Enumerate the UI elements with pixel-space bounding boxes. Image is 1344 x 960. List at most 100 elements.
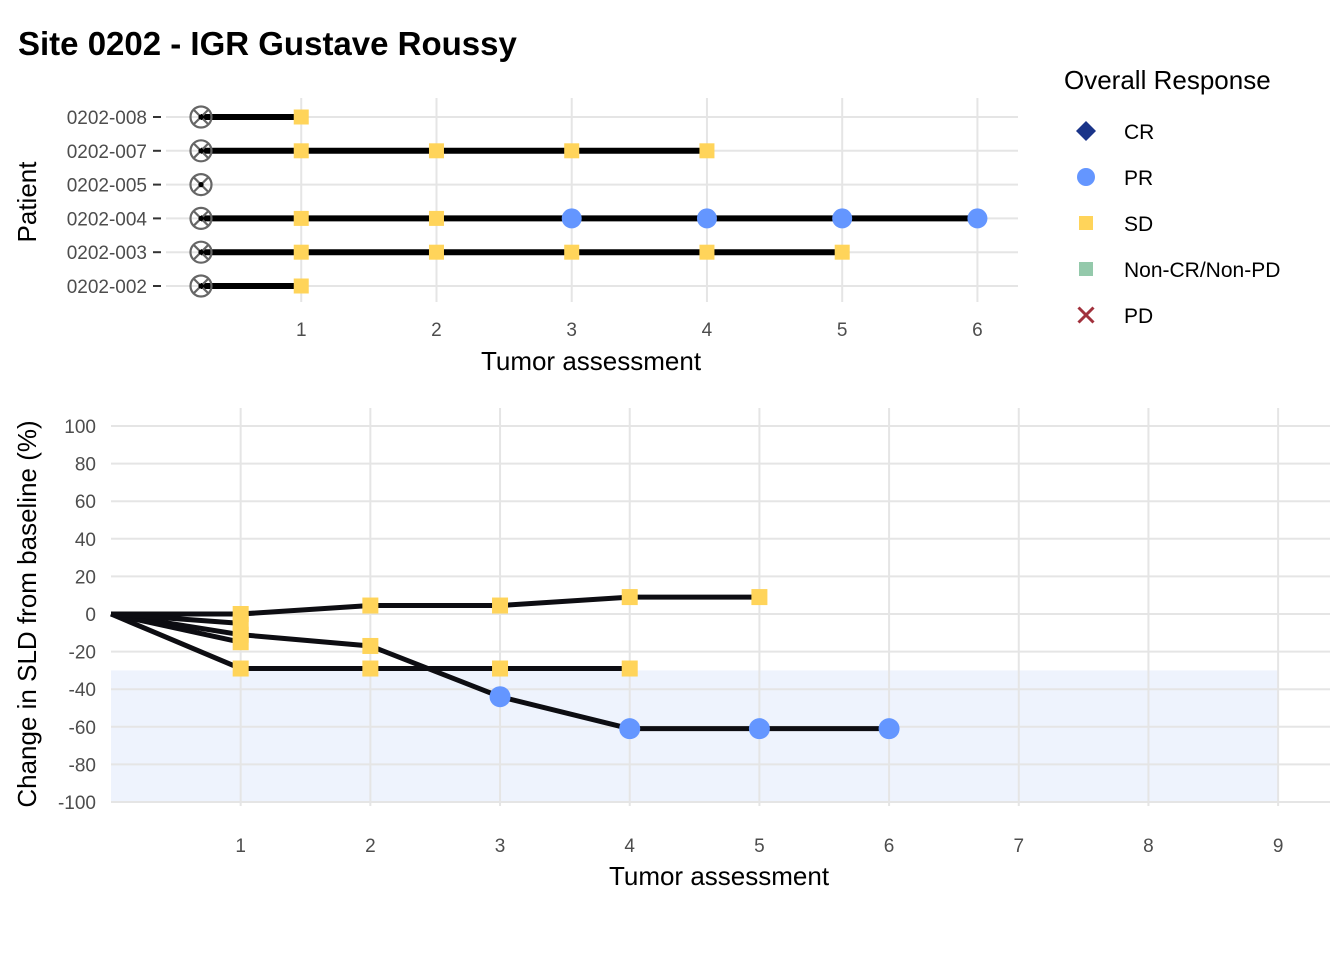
baseline-marker bbox=[189, 139, 213, 163]
sld-panel: -100 -80 -60 -40 -20 0 20 40 60 80 100 1 2 3 4 5 6 7 8 9 T… bbox=[12, 408, 1330, 891]
sld-y-ticks: -100 -80 -60 -40 -20 0 20 40 60 80 100 bbox=[58, 417, 96, 814]
swimmer-point-sd bbox=[699, 244, 715, 260]
swimmer-y-axis-title: Patient bbox=[12, 161, 42, 243]
chart-title: Site 0202 - IGR Gustave Roussy bbox=[18, 25, 518, 62]
swimmer-x-tick-label: 4 bbox=[702, 320, 713, 341]
sld-point-pr bbox=[878, 718, 900, 740]
swimmer-point-pr bbox=[561, 208, 582, 229]
swimmer-y-ticks: 0202-008 0202-007 0202-005 0202-004 0202-003… bbox=[67, 108, 161, 298]
swimmer-patient-label: 0202-008 bbox=[67, 108, 147, 129]
sld-point-sd bbox=[232, 615, 249, 632]
swimmer-point-sd bbox=[293, 210, 309, 226]
sld-y-tick-label: -60 bbox=[69, 718, 96, 739]
legend-label: SD bbox=[1124, 213, 1153, 236]
swimmer-patient-label: 0202-003 bbox=[67, 243, 147, 264]
sld-y-tick-label: 60 bbox=[75, 492, 96, 513]
sld-grid bbox=[111, 408, 1330, 806]
sld-y-tick-label: 100 bbox=[64, 417, 96, 438]
sld-x-tick-label: 4 bbox=[624, 836, 635, 857]
sld-series-line bbox=[110, 611, 242, 645]
swimmer-x-tick-label: 2 bbox=[431, 320, 442, 341]
swimmer-patient-label: 0202-007 bbox=[67, 142, 147, 163]
legend-key-pd bbox=[1077, 306, 1095, 324]
response-band bbox=[111, 670, 1279, 802]
sld-point-sd bbox=[492, 660, 509, 677]
swimmer-point-pr bbox=[832, 208, 853, 229]
sld-x-tick-label: 5 bbox=[754, 836, 765, 857]
swimmer-grid bbox=[166, 98, 1018, 302]
sld-y-tick-label: -80 bbox=[69, 755, 96, 776]
sld-x-tick-label: 9 bbox=[1273, 836, 1284, 857]
swimmer-point-sd bbox=[428, 210, 444, 226]
sld-x-tick-label: 8 bbox=[1143, 836, 1154, 857]
swimmer-x-tick-label: 3 bbox=[566, 320, 577, 341]
sld-point-sd bbox=[362, 597, 379, 614]
baseline-marker bbox=[189, 240, 213, 264]
swimmer-point-sd bbox=[564, 244, 580, 260]
swimmer-point-pr bbox=[967, 208, 988, 229]
baseline-marker bbox=[189, 173, 213, 197]
sld-y-tick-label: -40 bbox=[69, 680, 96, 701]
swimmer-point-sd bbox=[428, 143, 444, 159]
swimmer-x-tick-label: 6 bbox=[972, 320, 983, 341]
legend-label: CR bbox=[1124, 121, 1154, 144]
swimmer-point-sd bbox=[293, 244, 309, 260]
sld-x-tick-label: 7 bbox=[1013, 836, 1024, 857]
legend: Overall Response CR PR SD Non-CR/Non-PD PD bbox=[1064, 65, 1280, 328]
sld-y-tick-label: -20 bbox=[69, 643, 96, 664]
legend-label: PD bbox=[1124, 305, 1153, 328]
swimmer-patient-label: 0202-005 bbox=[67, 176, 147, 197]
response-band-rect bbox=[111, 670, 1279, 802]
swimmer-point-sd bbox=[428, 244, 444, 260]
swimmer-point-sd bbox=[834, 244, 850, 260]
baseline-marker bbox=[189, 206, 213, 230]
baseline-marker bbox=[189, 105, 213, 129]
sld-point-sd bbox=[362, 660, 379, 677]
swimmer-point-sd bbox=[293, 143, 309, 159]
legend-label: PR bbox=[1124, 167, 1153, 190]
swimmer-x-tick-label: 1 bbox=[296, 320, 307, 341]
sld-point-sd bbox=[621, 660, 638, 677]
sld-point-pr bbox=[748, 718, 770, 740]
swimmer-x-axis-title: Tumor assessment bbox=[481, 346, 702, 376]
legend-key-non-cr-non-pd bbox=[1079, 262, 1093, 276]
sld-y-tick-label: 80 bbox=[75, 455, 96, 476]
sld-y-tick-label: -100 bbox=[58, 793, 96, 814]
swimmer-lanes bbox=[201, 114, 978, 289]
baseline-marker bbox=[189, 274, 213, 298]
sld-x-tick-label: 6 bbox=[884, 836, 895, 857]
legend-key-cr bbox=[1076, 121, 1096, 141]
sld-point-sd bbox=[232, 634, 249, 651]
swimmer-point-sd bbox=[699, 143, 715, 159]
legend-key-sd bbox=[1079, 216, 1093, 230]
swimmer-point-sd bbox=[293, 109, 309, 125]
sld-point-sd bbox=[621, 589, 638, 606]
swimmer-point-sd bbox=[293, 278, 309, 294]
sld-point-pr bbox=[489, 686, 511, 708]
sld-y-tick-label: 40 bbox=[75, 530, 96, 551]
swimmer-x-ticks: 1 2 3 4 5 6 bbox=[296, 320, 983, 341]
sld-points bbox=[232, 589, 900, 740]
swimmer-point-sd bbox=[564, 143, 580, 159]
swimmer-patient-label: 0202-004 bbox=[67, 209, 148, 230]
sld-point-sd bbox=[492, 597, 509, 614]
sld-y-axis-title: Change in SLD from baseline (%) bbox=[12, 420, 42, 807]
legend-label: Non-CR/Non-PD bbox=[1124, 259, 1280, 282]
legend-title: Overall Response bbox=[1064, 65, 1271, 95]
sld-y-tick-label: 0 bbox=[85, 605, 96, 626]
sld-x-axis-title: Tumor assessment bbox=[609, 861, 830, 891]
sld-point-pr bbox=[619, 718, 641, 740]
swimmer-patient-label: 0202-002 bbox=[67, 277, 147, 298]
sld-x-tick-label: 1 bbox=[235, 836, 246, 857]
sld-series-line bbox=[111, 594, 760, 617]
sld-x-tick-label: 3 bbox=[495, 836, 506, 857]
sld-x-ticks: 1 2 3 4 5 6 7 8 9 bbox=[235, 836, 1283, 857]
swimmer-points bbox=[189, 105, 988, 298]
sld-x-tick-label: 2 bbox=[365, 836, 376, 857]
sld-point-sd bbox=[751, 589, 768, 606]
swimmer-panel: 0202-008 0202-007 0202-005 0202-004 0202-003… bbox=[12, 98, 1018, 376]
sld-series-line bbox=[110, 611, 241, 626]
sld-y-tick-label: 20 bbox=[75, 567, 96, 588]
swimmer-x-tick-label: 5 bbox=[837, 320, 848, 341]
